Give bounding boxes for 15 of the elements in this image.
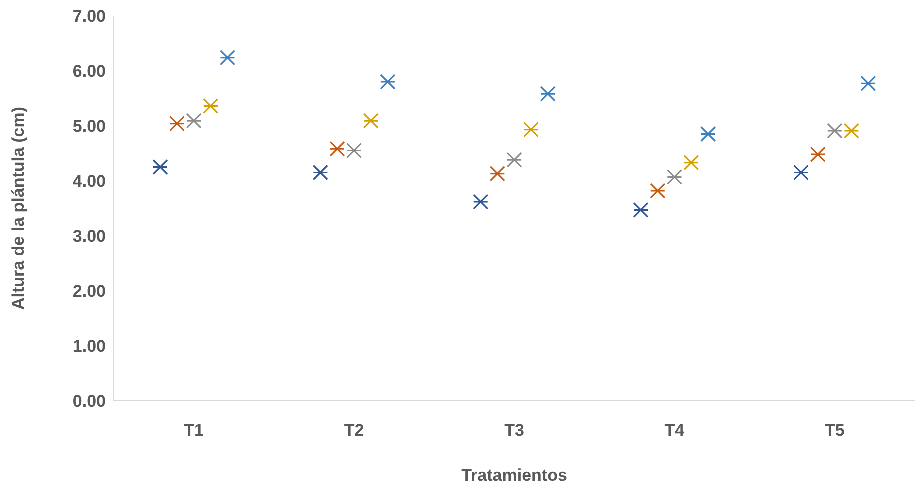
x-tick-label: T5 <box>824 421 845 440</box>
y-tick-label: 1.00 <box>72 336 106 356</box>
y-tick-label: 5.00 <box>72 116 106 136</box>
x-tick-label: T3 <box>504 421 524 440</box>
y-axis-title: Altura de la plántula (cm) <box>9 106 28 310</box>
x-tick-label: T2 <box>344 421 364 440</box>
x-tick-label: T1 <box>184 421 204 440</box>
y-tick-label: 2.00 <box>72 282 106 301</box>
y-tick-label: 6.00 <box>72 62 106 81</box>
x-axis-title: Tratamientos <box>462 466 568 485</box>
x-tick-label: T4 <box>664 421 686 440</box>
y-tick-label: 3.00 <box>72 226 106 246</box>
y-tick-label: 0.00 <box>72 392 106 411</box>
y-tick-label: 4.00 <box>72 172 106 191</box>
y-tick-label: 7.00 <box>72 6 106 26</box>
